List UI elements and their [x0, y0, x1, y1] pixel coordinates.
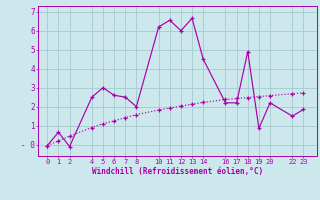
X-axis label: Windchill (Refroidissement éolien,°C): Windchill (Refroidissement éolien,°C)	[92, 167, 263, 176]
